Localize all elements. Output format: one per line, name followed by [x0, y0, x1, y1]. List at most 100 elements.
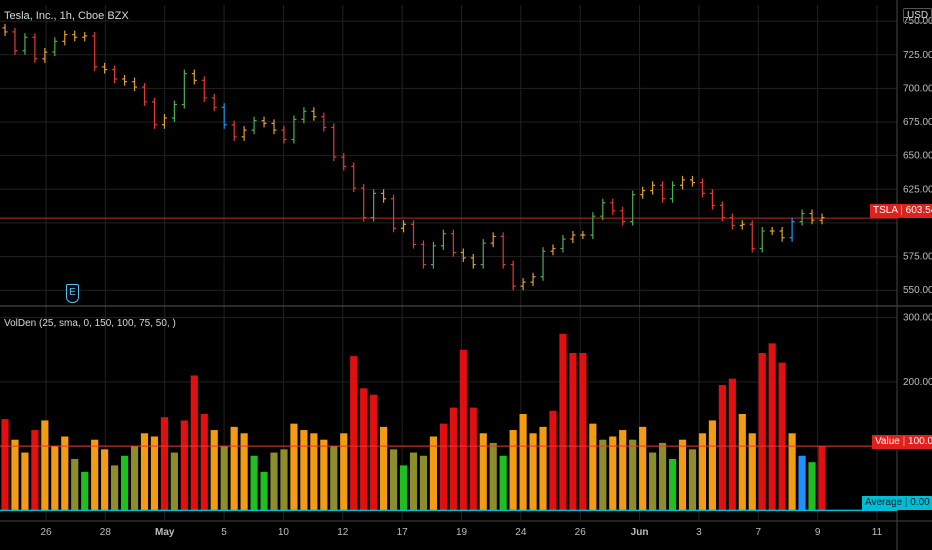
volume-bar	[629, 439, 637, 511]
ohlc-bar	[580, 231, 586, 240]
volume-bar	[668, 458, 677, 511]
ohlc-bar	[231, 120, 237, 141]
volume-bar	[449, 407, 457, 511]
volume-bar	[419, 455, 428, 511]
volume-bar	[489, 442, 497, 511]
time-axis-label: 5	[221, 527, 227, 538]
volume-bar	[340, 433, 348, 511]
ohlc-bar	[769, 226, 775, 236]
time-axis-label: 28	[100, 527, 112, 538]
volume-bar	[798, 455, 806, 511]
time-axis-label: 26	[575, 527, 587, 538]
volume-bar	[728, 378, 736, 511]
volume-bar	[389, 449, 398, 511]
ohlc-bar	[251, 116, 257, 135]
volume-bar	[469, 407, 477, 511]
ohlc-bar	[799, 209, 805, 226]
ohlc-bar	[789, 217, 795, 242]
ohlc-bar	[520, 278, 526, 291]
ohlc-bar	[759, 226, 765, 253]
time-axis-label: 3	[696, 527, 702, 538]
volume-bar	[758, 352, 766, 511]
volume-bar	[589, 423, 597, 511]
volume-bar	[678, 439, 687, 511]
time-axis-label: 24	[515, 527, 527, 538]
ohlc-bar	[600, 198, 606, 221]
price-axis-label: 575.00	[903, 252, 932, 263]
ohlc-bar	[291, 115, 297, 144]
average-tag: Average | 0.00	[862, 496, 932, 510]
volume-bar	[11, 439, 19, 511]
volume-bar	[310, 433, 318, 511]
volume-bar	[479, 433, 487, 511]
volume-bar	[180, 420, 188, 511]
volume-bar	[200, 414, 208, 511]
volume-bar	[91, 439, 99, 511]
volume-bar	[330, 446, 338, 511]
ohlc-bar	[749, 220, 755, 253]
volume-bar	[290, 423, 298, 511]
volume-bar	[41, 420, 49, 511]
time-axis-label: 12	[337, 527, 349, 538]
time-axis-label: 7	[756, 527, 762, 538]
ohlc-bar	[530, 272, 536, 287]
price-axis-label: 675.00	[903, 117, 932, 128]
volume-bar	[71, 458, 79, 511]
volume-bar	[250, 455, 258, 511]
ohlc-bar	[301, 107, 307, 124]
ohlc-bar	[211, 93, 217, 112]
ohlc-bar	[271, 119, 277, 135]
ohlc-bar	[620, 206, 626, 226]
ohlc-bar	[42, 48, 48, 63]
volume-bar	[409, 452, 418, 511]
ohlc-bar	[32, 33, 38, 63]
volume-bar	[120, 455, 129, 511]
price-tag-symbol: TSLA	[873, 205, 898, 216]
currency-label[interactable]: USD	[903, 8, 932, 23]
earnings-marker[interactable]: E	[66, 284, 79, 303]
symbol-title: Tesla, Inc., 1h, Cboe BZX	[4, 10, 129, 22]
volume-bar	[768, 343, 776, 511]
volume-bar	[61, 436, 69, 511]
ohlc-bar	[450, 229, 456, 257]
ohlc-bar	[22, 33, 28, 55]
time-axis-label: 17	[397, 527, 409, 538]
time-axis-label: May	[155, 527, 175, 538]
volume-bar	[320, 439, 328, 511]
volume-bar	[429, 436, 438, 511]
time-axis-label: 11	[872, 527, 883, 538]
ohlc-bar	[689, 175, 695, 187]
ohlc-bar	[709, 189, 715, 210]
ohlc-bar	[660, 181, 666, 203]
volume-bar	[499, 455, 507, 511]
ohlc-bar	[809, 209, 815, 225]
time-axis-label: 26	[40, 527, 52, 538]
ohlc-bar	[351, 162, 357, 192]
volume-bar	[170, 452, 178, 511]
volume-bar	[708, 420, 716, 511]
ohlc-bar	[112, 65, 118, 84]
volume-bar	[220, 446, 228, 511]
volume-bar	[240, 433, 248, 511]
price-axis-label: 750.00	[903, 16, 932, 27]
volume-bar	[519, 414, 527, 511]
volume-bar	[649, 452, 657, 511]
price-axis-label: 650.00	[903, 151, 932, 162]
volume-bar	[380, 426, 388, 511]
ohlc-bar	[411, 220, 416, 249]
average-tag-value: 0.00	[910, 497, 930, 508]
volume-bar	[609, 436, 617, 511]
ohlc-bar	[371, 189, 377, 222]
ohlc-bar	[729, 213, 735, 230]
volume-bar	[1, 419, 9, 511]
ohlc-bar	[221, 103, 227, 129]
ohlc-bar	[420, 240, 426, 269]
volume-axis-label: 300.00	[903, 313, 932, 324]
volume-bar	[549, 410, 557, 511]
indicator-title: VolDen (25, sma, 0, 150, 100, 75, 50, )	[4, 318, 176, 329]
ohlc-bar	[560, 235, 566, 253]
price-axis-label: 625.00	[903, 184, 932, 195]
ohlc-bar	[610, 198, 616, 215]
